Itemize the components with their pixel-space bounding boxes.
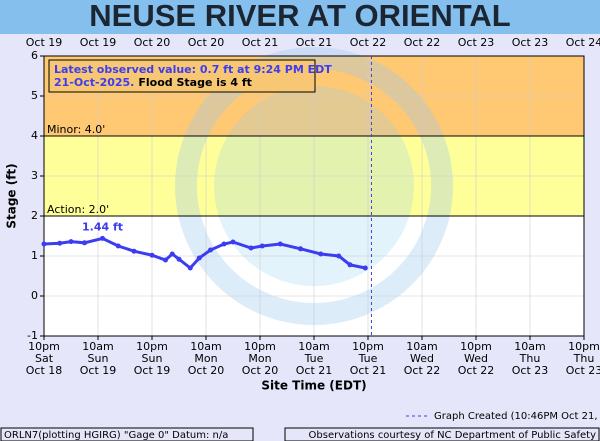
x-tick-label: Oct 18 [26,364,63,377]
y-tick-label: 0 [31,289,38,302]
data-point [163,257,168,263]
x-tick-label: Wed [464,352,488,365]
x-tick-label: Oct 19 [134,364,171,377]
data-point [336,253,342,259]
data-point [169,251,175,257]
data-point [230,239,236,245]
data-point [277,241,283,247]
y-axis-title: Stage (ft) [5,163,19,228]
series-line [43,236,366,271]
data-point [362,265,368,271]
top-label: Oct 24 [566,36,600,49]
y-tick-label: -1 [27,329,38,342]
x-tick-label: Mon [194,352,217,365]
stage-label: Action: 2.0' [47,203,109,216]
x-tick-label: Thu [573,352,595,365]
x-tick-label: Oct 23 [566,364,600,377]
x-tick-label: Tue [358,352,378,365]
x-tick-label: Oct 20 [242,364,279,377]
x-tick-label: Oct 21 [350,364,387,377]
footer-box [284,427,600,441]
x-tick-label: 10pm [568,340,600,353]
data-point [318,251,324,257]
x-tick-label: Oct 20 [188,364,225,377]
info-box [48,59,316,93]
top-label: Oct 23 [512,36,549,49]
x-tick-label: 10am [406,340,437,353]
x-tick-label: Wed [410,352,434,365]
y-tick-label: 3 [31,169,38,182]
top-label: Oct 19 [26,36,63,49]
data-point [298,246,303,252]
chart-title: NEUSE RIVER AT ORIENTAL [89,0,510,33]
y-tick-label: 2 [31,209,38,222]
data-point [115,243,121,249]
data-point [221,241,227,247]
x-tick-label: 10pm [136,340,168,353]
top-label: Oct 23 [458,36,495,49]
top-label: Oct 20 [188,36,225,49]
x-tick-label: 10am [190,340,221,353]
x-tick-label: 10pm [28,340,60,353]
data-point [100,235,105,241]
data-point [57,240,63,246]
peak-label: 1.44 ft [82,220,123,233]
footer-left: ORLN7(plotting HGIRG) "Gage 0" Datum: n/… [4,430,228,441]
x-tick-label: Sat [35,352,54,365]
data-point [41,241,47,247]
info-line: Latest observed value: 0.7 ft at 9:24 PM… [54,63,332,76]
x-axis-title: Site Time (EDT) [261,379,366,393]
info-line: 21-Oct-2025. [54,76,134,89]
x-tick-label: Mon [248,352,271,365]
x-tick-label: Tue [304,352,324,365]
top-label: Oct 21 [242,36,279,49]
x-tick-label: Oct 23 [512,364,549,377]
y-tick-label: 1 [31,249,38,262]
x-tick-label: 10am [298,340,329,353]
data-point [196,255,202,261]
data-point [149,252,155,258]
x-tick-label: Oct 21 [296,364,333,377]
x-tick-label: Sun [142,352,163,365]
data-point [82,240,87,246]
x-tick-label: 10am [514,340,545,353]
x-tick-label: Sun [88,352,109,365]
footer-box [0,427,254,441]
footer-right: Observations courtesy of NC Department o… [309,430,597,441]
x-tick-label: 10pm [352,340,384,353]
x-tick-label: Oct 22 [458,364,495,377]
data-point [176,256,182,262]
top-label: Oct 21 [296,36,333,49]
top-label: Oct 22 [404,36,441,49]
y-tick-label: 6 [31,49,38,62]
legend-label: Graph Created (10:46PM Oct 21, 2025) [434,411,600,422]
x-tick-label: Thu [519,352,541,365]
data-point [68,239,74,245]
info-line: Flood Stage is 4 ft [138,76,252,89]
data-point [347,262,353,268]
x-tick-label: 10pm [460,340,492,353]
stage-label: Minor: 4.0' [47,123,105,136]
data-point [248,245,254,251]
data-point [187,265,193,271]
top-label: Oct 22 [350,36,387,49]
x-tick-label: Oct 22 [404,364,441,377]
data-point [259,243,265,249]
x-tick-label: 10am [82,340,113,353]
x-tick-label: 10pm [244,340,276,353]
top-label: Oct 20 [134,36,171,49]
top-label: Oct 19 [80,36,117,49]
title-bar [0,0,600,34]
x-tick-label: Oct 19 [80,364,117,377]
data-point [208,247,213,253]
y-tick-label: 4 [31,129,38,142]
data-point [131,248,137,254]
y-tick-label: 5 [31,89,38,102]
